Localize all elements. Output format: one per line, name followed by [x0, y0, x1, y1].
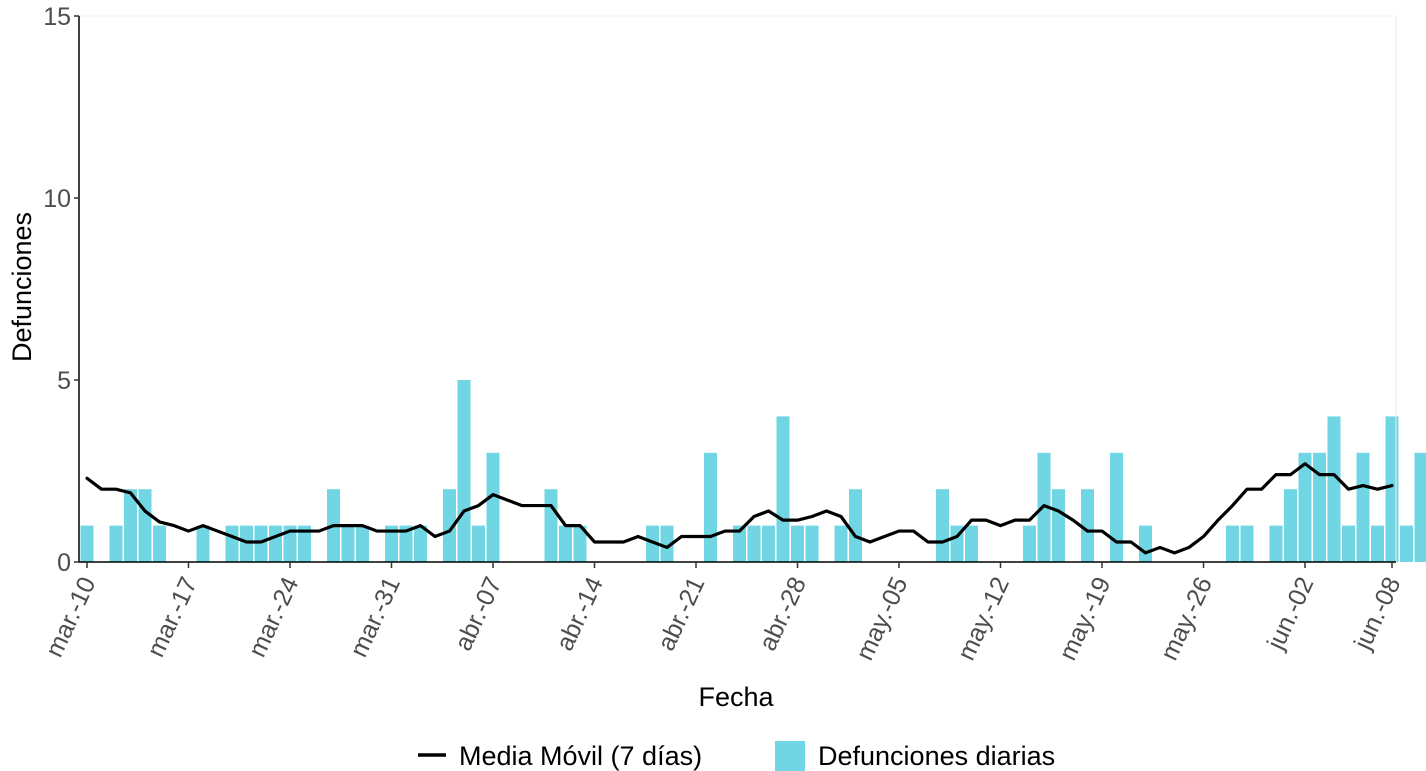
y-tick-label: 0 [57, 549, 71, 577]
x-tick-label: may.-19 [1054, 573, 1117, 665]
bar [254, 525, 268, 562]
bar [559, 525, 572, 562]
x-tick-label: jun.-08 [1348, 573, 1406, 655]
x-tick-label: mar.-31 [345, 573, 406, 662]
bar [1371, 525, 1384, 562]
x-axis-title: Fecha [698, 682, 774, 712]
x-tick-label: abr.-28 [754, 573, 812, 655]
bar [283, 525, 297, 562]
bar [660, 525, 674, 562]
bar [849, 489, 862, 562]
bar [544, 489, 558, 562]
axes-layer: 0 5 10 15 mar.-10 mar.-17 mar.-24 mar.-31 abr.-0… [40, 3, 1406, 665]
bar [1139, 525, 1152, 562]
bar [385, 525, 398, 562]
bar [486, 452, 500, 562]
bar [776, 416, 790, 562]
bar [298, 525, 311, 562]
x-tick-label: may.-26 [1155, 573, 1218, 665]
y-axis-title: Defunciones [7, 212, 37, 362]
bar [1110, 452, 1123, 562]
bar [1284, 489, 1297, 562]
bar [1327, 416, 1341, 562]
bar [124, 489, 137, 562]
bar [414, 525, 427, 562]
x-tick-label: may.-12 [952, 573, 1015, 665]
x-tick-label: abr.-21 [652, 573, 710, 655]
x-tick-label: mar.-17 [142, 573, 203, 662]
bar [791, 525, 804, 562]
bar [1226, 525, 1239, 562]
x-tick-label: jun.-02 [1261, 573, 1319, 655]
x-tick-label: abr.-14 [551, 573, 609, 655]
x-tick-label: abr.-07 [449, 573, 507, 655]
line-layer [85, 462, 1394, 555]
bar [573, 525, 587, 562]
bar [1414, 452, 1426, 562]
bar [1081, 489, 1094, 562]
bar [240, 525, 253, 562]
bar [1356, 452, 1370, 562]
bar [965, 525, 978, 562]
bar [1023, 525, 1036, 562]
bar [704, 452, 717, 562]
bar [762, 525, 775, 562]
legend: Media Móvil (7 días) Defunciones diarias [418, 741, 1055, 771]
y-tick-label: 5 [57, 367, 71, 395]
bar [109, 525, 123, 562]
y-tick-label: 10 [43, 185, 71, 213]
bar [936, 489, 949, 562]
bar [399, 525, 413, 562]
x-tick-label: may.-05 [851, 573, 914, 665]
bar [196, 525, 210, 562]
bar [834, 525, 848, 562]
y-tick-label: 15 [43, 3, 71, 31]
bar [153, 525, 166, 562]
bar [1269, 525, 1283, 562]
bar [1342, 525, 1355, 562]
bars-layer [80, 380, 1426, 562]
bar [269, 525, 282, 562]
bar [341, 525, 355, 562]
bar [80, 525, 94, 562]
bar [747, 525, 761, 562]
legend-label-moving-average: Media Móvil (7 días) [459, 741, 702, 771]
bar [1400, 525, 1413, 562]
bar [1313, 452, 1326, 562]
bar [472, 525, 485, 562]
x-tick-label: mar.-24 [243, 573, 304, 662]
bar [1240, 525, 1254, 562]
bar [356, 525, 369, 562]
x-tick-label: mar.-10 [40, 573, 101, 662]
bar [1385, 416, 1399, 562]
bar [138, 489, 152, 562]
bar [225, 525, 239, 562]
legend-bar-swatch [775, 741, 805, 771]
legend-label-daily-deaths: Defunciones diarias [818, 741, 1055, 771]
moving-average-line [85, 462, 1394, 555]
bar [443, 489, 456, 562]
bar [805, 525, 819, 562]
bar [646, 525, 659, 562]
bar [1298, 452, 1312, 562]
bar [1052, 489, 1065, 562]
bar [457, 380, 471, 562]
bar [733, 525, 746, 562]
